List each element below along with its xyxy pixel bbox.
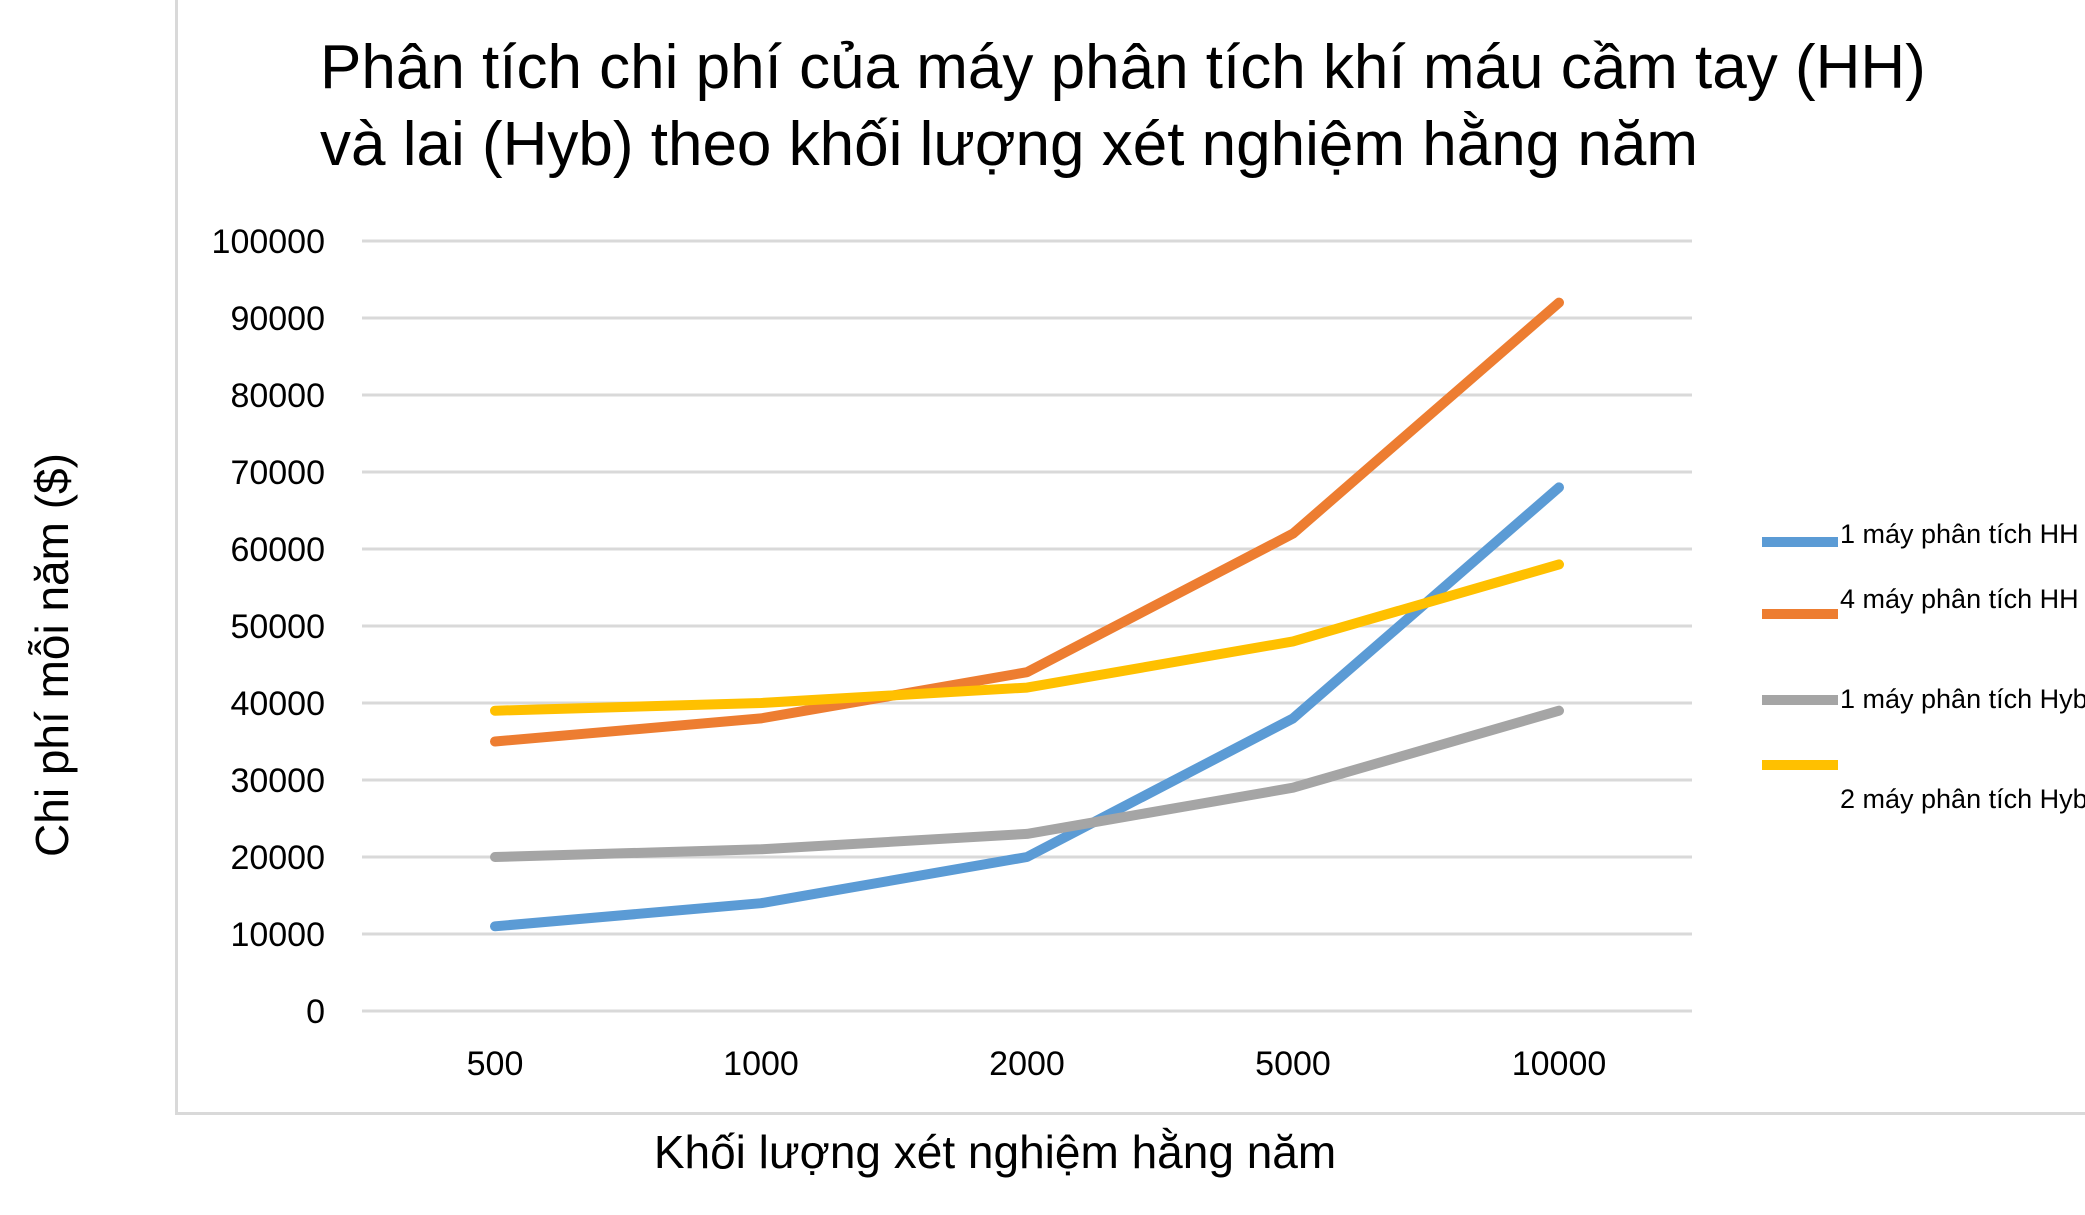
y-tick-label: 90000: [230, 300, 325, 338]
series-lines: [490, 297, 1564, 932]
y-axis-title: Chi phí mỗi năm ($): [26, 453, 78, 857]
legend: 1 máy phân tích HH 4 máy phân tích HH 1 má…: [1762, 519, 2085, 814]
x-axis-ticks: 500 1000 2000 5000 10000: [467, 1045, 1607, 1083]
series-line-3: [490, 705, 1564, 862]
x-tick-label: 10000: [1512, 1045, 1607, 1083]
series-line-4: [490, 559, 1564, 716]
y-tick-label: 60000: [230, 531, 325, 569]
series-line-1: [490, 482, 1564, 932]
y-tick-label: 20000: [230, 839, 325, 877]
y-tick-label: 70000: [230, 454, 325, 492]
chart-title-line-1: Phân tích chi phí của máy phân tích khí …: [320, 33, 1926, 102]
y-tick-label: 80000: [230, 377, 325, 415]
x-tick-label: 1000: [723, 1045, 799, 1083]
x-tick-label: 2000: [989, 1045, 1065, 1083]
y-axis-ticks: 0 10000 20000 30000 40000 50000 60000 70000 8000…: [212, 223, 325, 1031]
legend-label-4: 2 máy phân tích Hyb: [1840, 784, 2085, 814]
x-axis-title: Khối lượng xét nghiệm hằng năm: [654, 1126, 1336, 1178]
y-tick-label: 40000: [230, 685, 325, 723]
chart-frame: [175, 0, 2085, 1115]
y-tick-label: 30000: [230, 762, 325, 800]
y-tick-label: 100000: [212, 223, 325, 261]
gridlines: [362, 239, 1692, 1013]
y-tick-label: 50000: [230, 608, 325, 646]
legend-label-1: 1 máy phân tích HH: [1840, 519, 2079, 549]
legend-label-2: 4 máy phân tích HH: [1840, 584, 2079, 614]
series-line-2: [490, 297, 1564, 747]
x-tick-label: 5000: [1255, 1045, 1331, 1083]
y-tick-label: 0: [306, 993, 325, 1031]
legend-label-3: 1 máy phân tích Hyb: [1840, 684, 2085, 714]
chart-title-line-2: và lai (Hyb) theo khối lượng xét nghiệm …: [320, 110, 1698, 179]
x-tick-label: 500: [467, 1045, 524, 1083]
y-tick-label: 10000: [230, 916, 325, 954]
